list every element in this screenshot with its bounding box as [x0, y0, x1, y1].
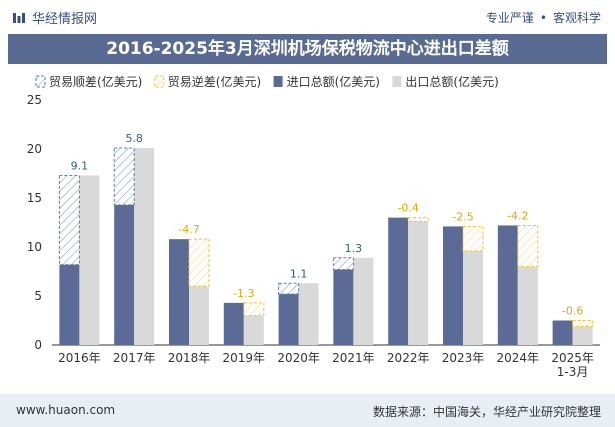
data-label: 9.1	[71, 159, 89, 172]
footer-source: 数据来源：中国海关，华经产业研究院整理	[372, 405, 601, 419]
y-tick-label: 15	[27, 191, 42, 205]
x-tick-label: 2020年	[277, 351, 320, 365]
data-label: -2.5	[452, 210, 473, 223]
brand-logo-icon	[13, 12, 25, 23]
bar-import	[59, 264, 80, 345]
y-tick-label: 25	[27, 93, 42, 107]
bar-import	[443, 226, 463, 345]
legend-label-export: 出口总额(亿美元)	[405, 74, 498, 89]
tagline-separator: •	[539, 11, 547, 25]
chart-title: 2016-2025年3月深圳机场保税物流中心进出口差额	[8, 34, 607, 64]
bars	[58, 147, 594, 345]
bar-deficit	[407, 217, 429, 223]
x-tick-label: 2019年	[223, 351, 266, 365]
tagline-left: 专业严谨	[485, 11, 534, 25]
legend-swatch-import	[273, 76, 283, 87]
bar-export	[189, 286, 209, 345]
legend-label-surplus: 贸易顺差(亿美元)	[49, 74, 142, 89]
bar-surplus	[278, 282, 300, 295]
data-label: -1.3	[233, 287, 254, 300]
footer-url[interactable]: www.huaon.com	[16, 403, 116, 417]
data-label: 1.3	[345, 242, 363, 255]
bar-surplus	[113, 147, 135, 206]
legend-swatch-export	[392, 76, 402, 87]
y-tick-label: 5	[34, 289, 42, 303]
bar-import	[223, 302, 244, 345]
bar-import	[552, 320, 573, 345]
data-label: 1.1	[290, 267, 308, 280]
bar-export	[243, 315, 264, 345]
bar-import	[278, 294, 299, 345]
legend-swatch-deficit	[154, 75, 165, 88]
tagline-right: 客观科学	[552, 11, 601, 25]
x-tick-label: 2017年	[113, 351, 156, 365]
bar-deficit	[243, 302, 265, 317]
bar-import	[497, 225, 518, 345]
bar-deficit	[188, 238, 210, 287]
data-label: -0.6	[562, 305, 583, 318]
data-label: -0.4	[397, 202, 418, 215]
data-label: -4.2	[507, 209, 528, 222]
footer: www.huaon.com 数据来源：中国海关，华经产业研究院整理	[0, 394, 615, 427]
axes: 0 5 10 15 20 25 2016年 2017年 2018年 2019年 2020年 2021年…	[27, 93, 600, 379]
x-tick-label: 2024年	[497, 351, 540, 365]
brand-name: 华经情报网	[32, 12, 98, 27]
legend-label-deficit: 贸易逆差(亿美元)	[168, 74, 261, 89]
data-labels: 9.1 5.8 -4.7 -1.3 1.1 1.3 -0.4 -2.5 -4.2 -0.6	[71, 132, 584, 317]
tagline: 专业严谨 • 客观科学	[486, 9, 601, 26]
bar-surplus	[332, 257, 354, 271]
bar-deficit	[462, 225, 484, 252]
bar-export	[517, 266, 538, 345]
x-tick-label: 2018年	[168, 351, 211, 365]
y-tick-label: 0	[34, 338, 42, 352]
bar-import	[388, 217, 409, 345]
y-tick-label: 10	[27, 240, 42, 254]
x-tick-label: 2025年	[551, 351, 594, 365]
bar-export	[79, 175, 100, 345]
x-tick-label: 2023年	[442, 351, 485, 365]
data-label: -4.7	[178, 223, 199, 236]
legend: 贸易顺差(亿美元) 贸易逆差(亿美元) 进口总额(亿美元) 出口总额(亿美元)	[35, 74, 499, 89]
y-tick-label: 20	[27, 142, 42, 156]
bar-deficit	[517, 224, 539, 268]
bar-deficit	[572, 320, 594, 327]
bar-export	[572, 326, 593, 345]
top-bar: 华经情报网 专业严谨 • 客观科学	[0, 0, 615, 34]
bar-import	[169, 239, 189, 345]
legend-label-import: 进口总额(亿美元)	[287, 74, 380, 89]
x-tick-label: 2022年	[387, 351, 430, 365]
bar-import	[114, 204, 135, 345]
chart-area: 贸易顺差(亿美元) 贸易逆差(亿美元) 进口总额(亿美元) 出口总额(亿美元) 0 5 1…	[27, 74, 600, 379]
bar-surplus	[58, 174, 80, 266]
x-tick-label: 2016年	[58, 351, 101, 365]
bar-export	[353, 257, 374, 345]
bar-import	[333, 269, 354, 345]
bar-export	[463, 250, 483, 345]
x-tick-label: 2021年	[332, 351, 375, 365]
bar-export	[408, 221, 429, 345]
legend-swatch-surplus	[35, 75, 46, 88]
data-label: 5.8	[125, 132, 143, 145]
x-tick-label: 1-3月	[557, 365, 589, 379]
bar-export	[298, 283, 319, 345]
brand[interactable]: 华经情报网	[12, 8, 97, 27]
bar-export	[134, 148, 155, 345]
